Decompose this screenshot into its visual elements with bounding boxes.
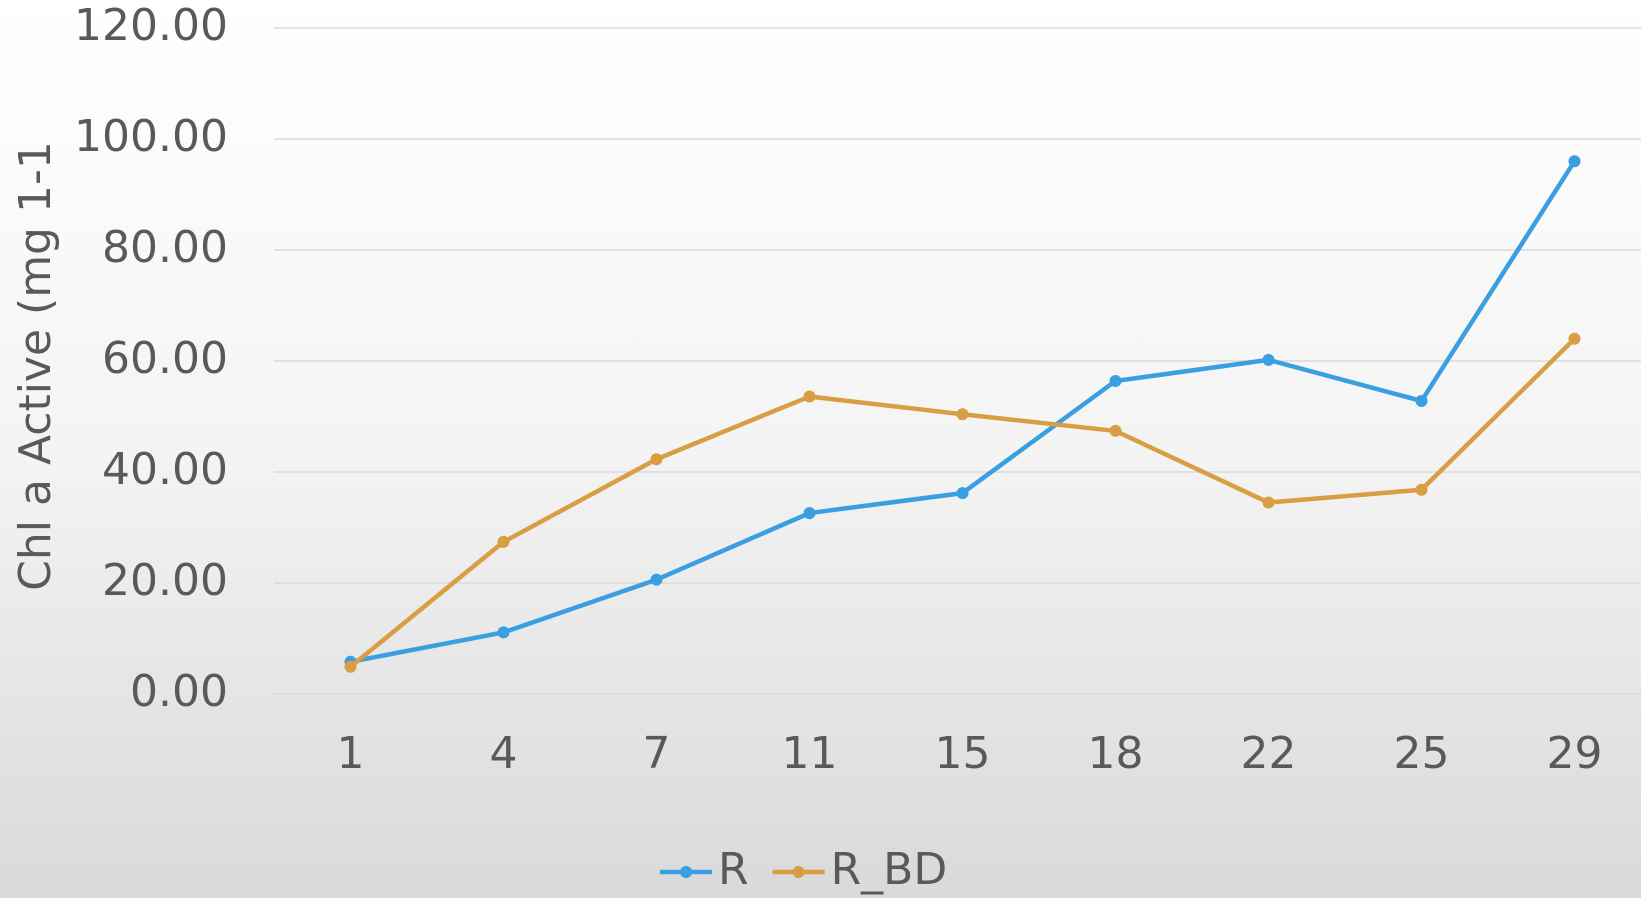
x-tick-label: 22: [1241, 728, 1297, 779]
legend-label: R_BD: [831, 844, 948, 895]
data-point: [650, 453, 663, 466]
x-tick-label: 15: [935, 728, 991, 779]
y-tick-label: 60.00: [102, 333, 228, 384]
x-tick-label: 18: [1088, 728, 1144, 779]
data-point: [497, 626, 510, 639]
series-line: [349, 337, 1577, 669]
data-point: [956, 487, 969, 500]
data-point: [803, 507, 816, 520]
x-tick-label: 25: [1394, 728, 1450, 779]
y-tick-label: 80.00: [102, 222, 228, 273]
y-tick-label: 0.00: [130, 666, 228, 717]
data-point: [1109, 374, 1122, 387]
data-point: [956, 408, 969, 421]
data-point: [1415, 394, 1428, 407]
y-tick-label: 40.00: [102, 444, 228, 495]
data-point: [803, 390, 816, 403]
legend-marker: [680, 866, 692, 878]
data-point: [650, 573, 663, 586]
data-point: [1415, 483, 1428, 496]
data-point: [1109, 424, 1122, 437]
data-point: [344, 660, 357, 673]
y-tick-label: 20.00: [102, 555, 228, 606]
legend-label: R: [718, 844, 749, 895]
x-tick-label: 7: [643, 728, 671, 779]
x-tick-label: 1: [337, 728, 365, 779]
data-point: [497, 535, 510, 548]
y-axis-title: Chl a Active (mg 1-1: [10, 141, 61, 591]
data-point: [1568, 332, 1581, 345]
x-tick-label: 4: [490, 728, 518, 779]
y-tick-label: 100.00: [74, 111, 228, 162]
x-tick-label: 29: [1547, 728, 1603, 779]
data-point: [1568, 155, 1581, 168]
legend-marker: [792, 866, 805, 878]
data-point: [1262, 353, 1275, 366]
y-tick-label: 120.00: [74, 0, 228, 51]
data-point: [1262, 496, 1275, 509]
x-tick-label: 11: [782, 728, 838, 779]
